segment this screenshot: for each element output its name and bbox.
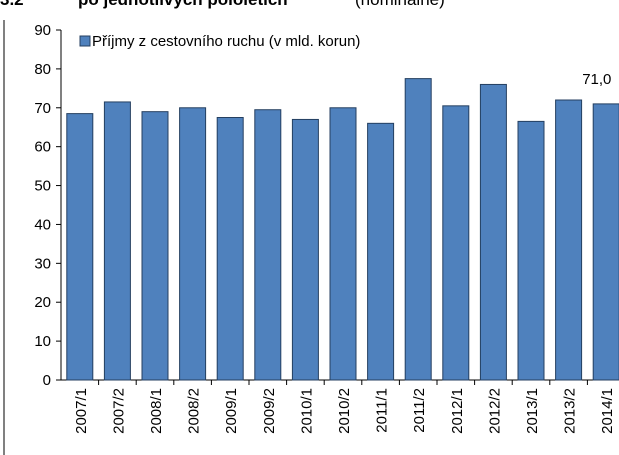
x-tick-label: 2008/2 bbox=[186, 388, 203, 434]
legend-swatch bbox=[79, 35, 91, 47]
bar bbox=[329, 107, 357, 381]
x-tick-label: 2010/2 bbox=[336, 388, 353, 434]
x-tick-label: 2013/1 bbox=[524, 388, 541, 434]
bar bbox=[404, 78, 432, 381]
bar bbox=[66, 113, 94, 381]
y-tick-label: 60 bbox=[34, 139, 51, 156]
y-tick-label: 70 bbox=[34, 100, 51, 117]
title-suffix: (nominálně) bbox=[355, 0, 445, 9]
y-tick-label: 20 bbox=[34, 294, 51, 311]
x-tick-label: 2009/1 bbox=[223, 388, 240, 434]
x-tick-label: 2012/2 bbox=[486, 388, 503, 434]
bar bbox=[442, 105, 470, 381]
x-tick-label: 2007/1 bbox=[73, 388, 90, 434]
y-tick-label: 30 bbox=[34, 255, 51, 272]
bar bbox=[479, 83, 507, 381]
y-tick-label: 90 bbox=[34, 22, 51, 39]
y-tick-label: 50 bbox=[34, 178, 51, 195]
bar bbox=[555, 99, 583, 381]
x-tick-label: 2011/2 bbox=[411, 388, 428, 433]
x-tick-label: 2010/1 bbox=[298, 388, 315, 434]
value-label: 71,0 bbox=[582, 71, 611, 88]
y-tick-label: 10 bbox=[34, 333, 51, 350]
x-tick-label: 2013/2 bbox=[562, 388, 579, 434]
bar bbox=[367, 122, 395, 381]
legend-label: Příjmy z cestovního ruchu (v mld. korun) bbox=[92, 33, 360, 50]
bar bbox=[141, 111, 169, 381]
bar bbox=[592, 103, 619, 381]
y-tick-label: 80 bbox=[34, 61, 51, 78]
x-tick-label: 2009/2 bbox=[261, 388, 278, 434]
bar bbox=[179, 107, 207, 381]
x-tick-label: 2007/2 bbox=[110, 388, 127, 434]
bar bbox=[103, 101, 131, 381]
y-tick-label: 0 bbox=[43, 372, 51, 389]
bar bbox=[291, 118, 319, 381]
chart-title: po jednotlivých pololetích bbox=[78, 0, 288, 9]
x-tick-label: 2014/1 bbox=[599, 388, 616, 434]
x-tick-label: 2008/1 bbox=[148, 388, 165, 434]
title-number: 3.2 bbox=[0, 0, 24, 9]
x-tick-label: 2012/1 bbox=[449, 388, 466, 434]
x-tick-label: 2011/1 bbox=[374, 388, 391, 433]
bar bbox=[254, 109, 282, 381]
bar bbox=[216, 117, 244, 381]
y-tick-label: 40 bbox=[34, 216, 51, 233]
bar bbox=[517, 120, 545, 381]
